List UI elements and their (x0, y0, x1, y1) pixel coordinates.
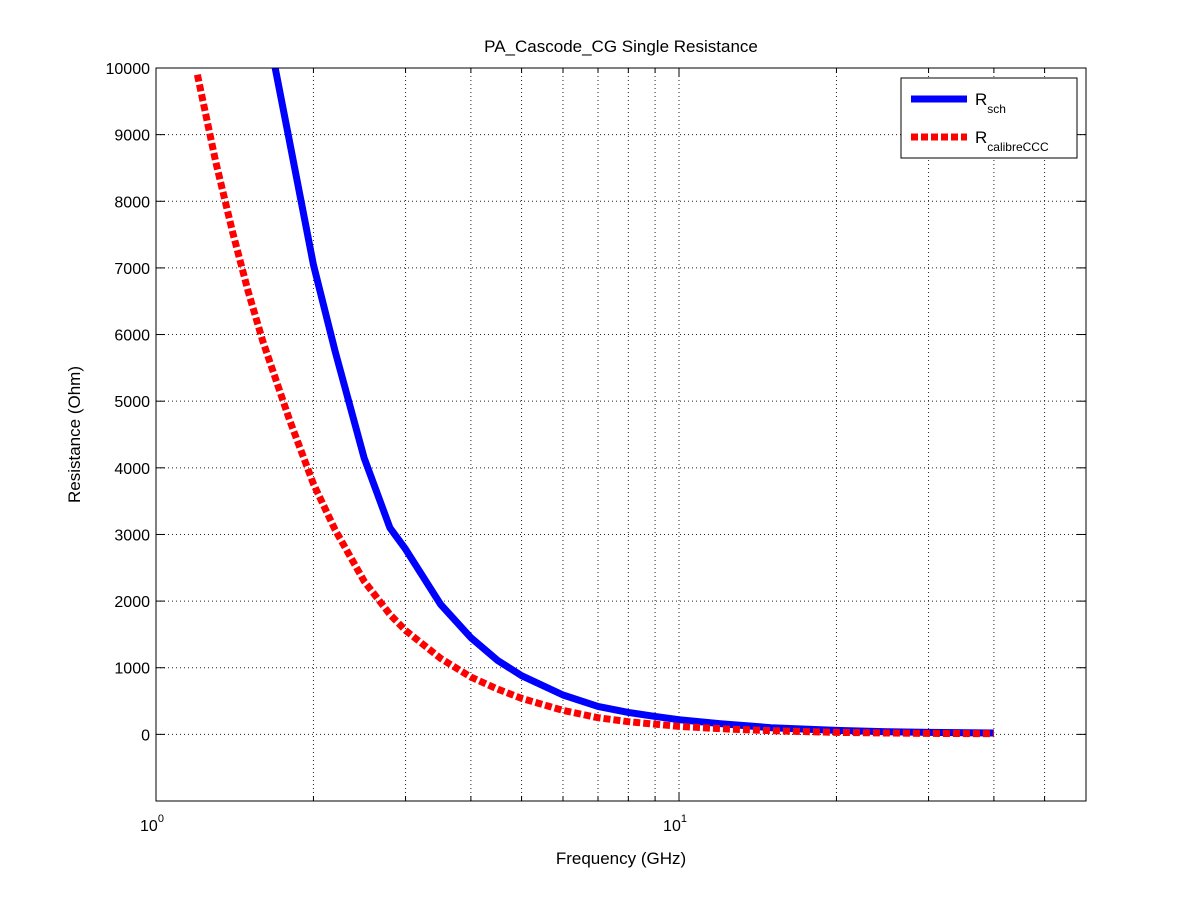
y-tick-label: 10000 (106, 61, 151, 78)
y-tick-label: 3000 (114, 527, 150, 544)
y-tick-label: 9000 (114, 128, 150, 145)
y-tick-label: 5000 (114, 394, 150, 411)
y-tick-label: 4000 (114, 461, 150, 478)
x-tick-label: 101 (663, 813, 687, 835)
x-tick-label: 100 (140, 813, 164, 835)
legend-box (900, 77, 1078, 159)
y-tick-label: 8000 (114, 194, 150, 211)
y-tick-label: 7000 (114, 261, 150, 278)
ticks: 0 1000 2000 3000 4000 5000 6000 7000 8000 9000 100… (106, 61, 1087, 835)
y-tick-label: 2000 (114, 594, 150, 611)
x-axis-label: Frequency (GHz) (556, 849, 686, 868)
y-tick-label: 6000 (114, 328, 150, 345)
plot-frame (155, 67, 1087, 802)
series-layer (193, 68, 994, 738)
y-tick-label: 0 (141, 727, 150, 744)
series-line-sch (271, 68, 994, 737)
legend: Rsch RcalibreCCC (900, 77, 1078, 159)
y-tick-label: 1000 (114, 661, 150, 678)
legend-label-calibreCCC: RcalibreCCC (975, 128, 1049, 154)
legend-label-sch: Rsch (975, 90, 1006, 116)
grid (156, 68, 1086, 801)
series-line-calibreCCC (193, 73, 994, 738)
y-axis-label: Resistance (Ohm) (65, 366, 84, 503)
chart-title: PA_Cascode_CG Single Resistance (484, 37, 758, 56)
